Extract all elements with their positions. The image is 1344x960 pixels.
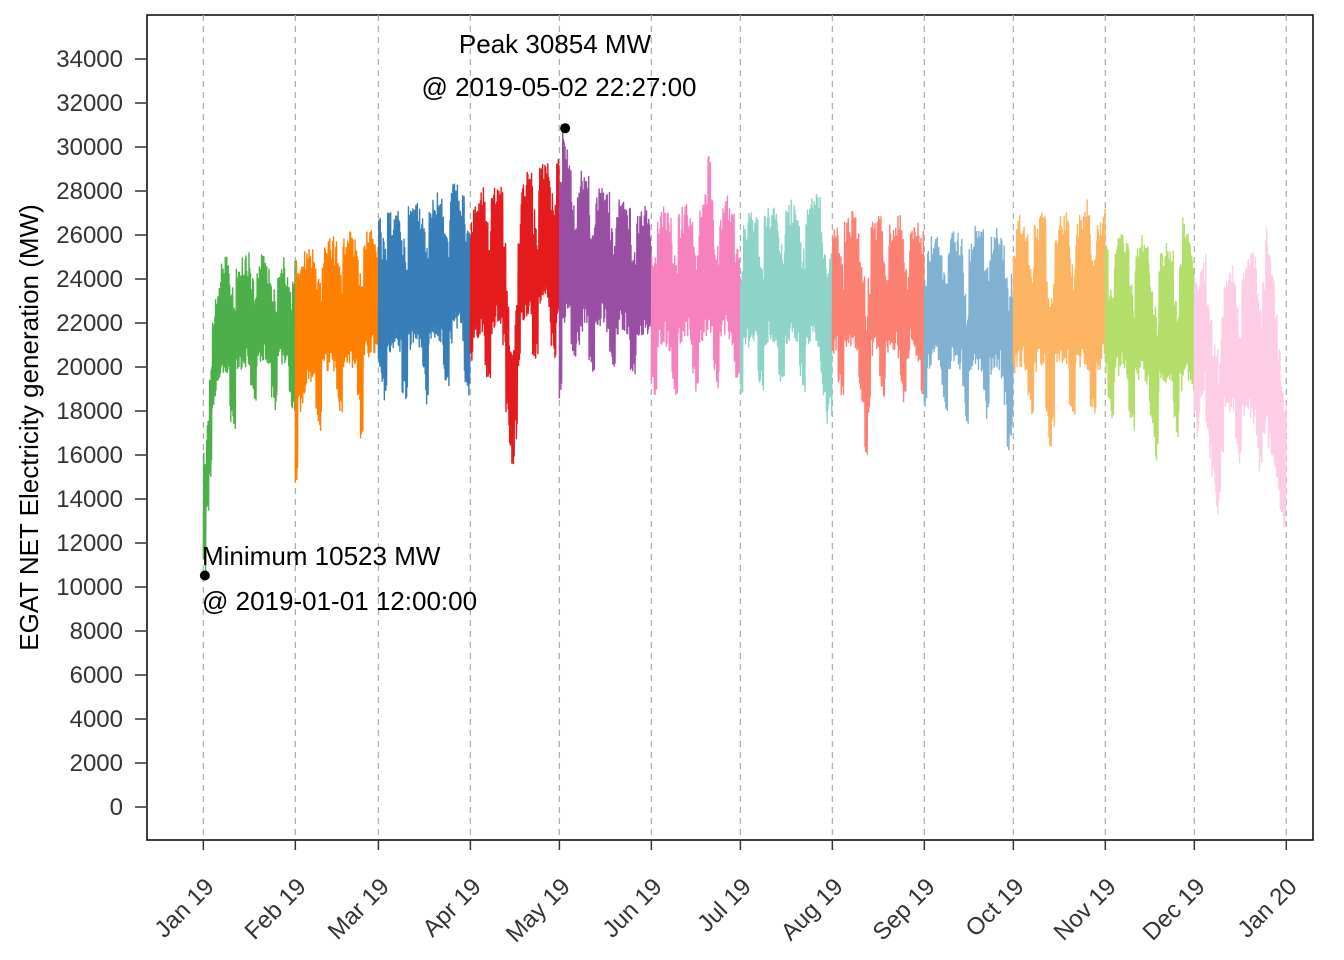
- x-axis: Jan 19 Feb 19 Mar 19 Apr 19 May 19 Jun 19 Jul …: [150, 840, 1303, 948]
- y-tick-label: 2000: [70, 750, 123, 777]
- x-tick-label: Nov 19: [1049, 873, 1122, 946]
- series-line: [202, 252, 296, 572]
- series-line: [558, 129, 652, 399]
- peak-label-line1: Peak 30854 MW: [459, 29, 652, 59]
- minimum-label-line1: Minimum 10523 MW: [202, 541, 441, 571]
- series-line: [923, 225, 1014, 451]
- y-tick-label: 26000: [56, 222, 123, 249]
- y-tick-label: 18000: [56, 398, 123, 425]
- series-2019-11: [1104, 217, 1195, 461]
- x-tick-label: Mar 19: [323, 873, 395, 945]
- y-tick-label: 12000: [56, 530, 123, 557]
- peak-marker: [560, 123, 571, 134]
- annotations: Peak 30854 MW @ 2019-05-02 22:27:00 Minimu…: [199, 29, 697, 616]
- y-tick-label: 32000: [56, 90, 123, 117]
- y-tick-label: 20000: [56, 354, 123, 381]
- y-tick-label: 0: [110, 794, 123, 821]
- series-2019-02: [294, 230, 379, 483]
- series-2019-09: [923, 225, 1014, 451]
- minimum-label-line2: @ 2019-01-01 12:00:00: [202, 586, 477, 616]
- y-tick-label: 28000: [56, 178, 123, 205]
- y-tick-label: 8000: [70, 618, 123, 645]
- series-line: [294, 230, 379, 483]
- y-tick-label: 4000: [70, 706, 123, 733]
- y-tick-label: 10000: [56, 574, 123, 601]
- y-axis-title: EGAT NET Electricity generation (MW): [14, 204, 44, 650]
- y-axis: 0 2000 4000 6000 8000 10000 12000 14000 16000 180…: [56, 46, 146, 821]
- series-line: [831, 210, 925, 455]
- x-tick-label: Feb 19: [240, 873, 312, 945]
- x-tick-label: May 19: [501, 873, 576, 948]
- x-tick-label: Jan 19: [150, 873, 220, 943]
- x-tick-label: Jun 19: [598, 873, 668, 943]
- series-line: [377, 183, 471, 405]
- series-2019-10: [1012, 199, 1106, 447]
- series-line: [1012, 199, 1106, 447]
- grid-lines: [202, 15, 1287, 840]
- series-2019-04: [469, 158, 560, 465]
- series-2019-06: [650, 155, 741, 396]
- series-2019-08: [831, 210, 925, 455]
- series-2019-03: [377, 183, 471, 405]
- x-tick-label: Oct 19: [960, 873, 1029, 942]
- series-2019-01: [202, 252, 296, 572]
- x-tick-label: Apr 19: [418, 873, 487, 942]
- y-tick-label: 24000: [56, 266, 123, 293]
- series-line: [1104, 217, 1195, 461]
- series-line: [650, 155, 741, 396]
- series-line: [1193, 227, 1287, 529]
- series-2019-05: [558, 129, 652, 399]
- series-line: [739, 193, 833, 425]
- y-tick-label: 14000: [56, 486, 123, 513]
- series-line: [469, 158, 560, 465]
- x-tick-label: Sep 19: [868, 873, 941, 946]
- x-tick-label: Aug 19: [776, 873, 849, 946]
- series-2019-12: [1193, 227, 1287, 529]
- minimum-marker: [199, 570, 210, 581]
- series-2019-07: [739, 193, 833, 425]
- x-tick-label: Jul 19: [692, 873, 756, 937]
- peak-label-line2: @ 2019-05-02 22:27:00: [421, 72, 696, 102]
- y-tick-label: 30000: [56, 134, 123, 161]
- series-layer: [202, 129, 1287, 572]
- x-tick-label: Dec 19: [1138, 873, 1211, 946]
- y-tick-label: 6000: [70, 662, 123, 689]
- y-tick-label: 16000: [56, 442, 123, 469]
- x-tick-label: Jan 20: [1232, 873, 1302, 943]
- y-tick-label: 22000: [56, 310, 123, 337]
- plot-frame: [146, 14, 1314, 841]
- y-tick-label: 34000: [56, 46, 123, 73]
